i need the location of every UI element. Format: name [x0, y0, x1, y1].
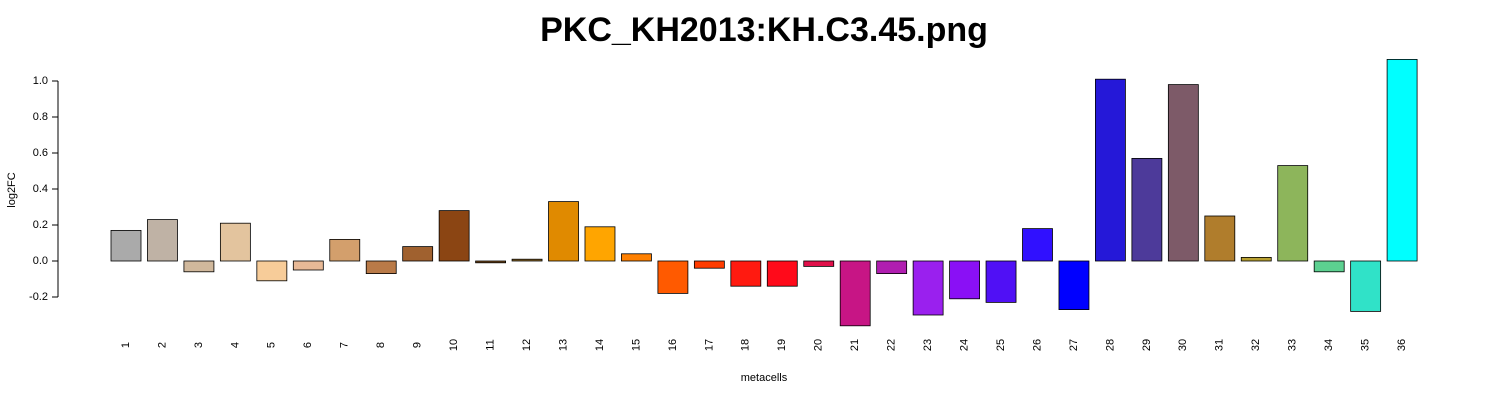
- x-tick-label: 14: [594, 339, 606, 351]
- bar: [292, 260, 324, 271]
- y-tick-label: 0.0: [33, 255, 48, 267]
- bar: [110, 229, 142, 262]
- y-tick-label: -0.2: [29, 291, 48, 303]
- bar: [548, 201, 579, 262]
- bar: [839, 260, 871, 327]
- x-tick-label: 7: [339, 342, 351, 348]
- x-tick-label: 11: [485, 339, 497, 350]
- x-tick-label: 19: [776, 339, 788, 351]
- x-tick-label: 18: [740, 339, 752, 351]
- y-tick-label: 0.6: [33, 147, 48, 159]
- bar: [256, 260, 288, 282]
- x-tick-label: 31: [1214, 339, 1226, 351]
- x-tick-label: 10: [448, 339, 460, 351]
- x-tick-label: 34: [1323, 339, 1335, 351]
- bar: [1350, 260, 1382, 312]
- y-tick-label: 0.8: [33, 111, 48, 123]
- x-tick-label: 30: [1177, 339, 1189, 351]
- x-tick-label: 24: [958, 339, 970, 351]
- bar: [584, 226, 616, 262]
- x-tick-label: 22: [886, 339, 898, 351]
- x-tick-label: 36: [1396, 339, 1408, 351]
- bar: [219, 222, 251, 262]
- x-axis-label: metacells: [741, 372, 788, 384]
- bar: [147, 219, 178, 262]
- bar: [402, 246, 434, 262]
- x-tick-label: 26: [1031, 339, 1043, 351]
- bar: [1167, 84, 1199, 262]
- bar: [693, 260, 725, 269]
- x-tick-label: 33: [1287, 339, 1299, 351]
- x-tick-label: 27: [1068, 339, 1080, 351]
- bar: [1131, 157, 1163, 262]
- y-tick-label: 0.2: [33, 219, 48, 231]
- x-tick-label: 20: [813, 339, 825, 351]
- x-tick-label: 17: [703, 339, 715, 351]
- x-tick-label: 23: [922, 339, 934, 351]
- bar: [803, 260, 835, 267]
- bar: [1386, 59, 1418, 262]
- bar: [657, 260, 689, 294]
- bar: [876, 260, 908, 274]
- bar: [949, 260, 980, 300]
- bar: [621, 253, 652, 262]
- bar: [329, 238, 361, 262]
- y-tick-label: 1.0: [33, 75, 48, 87]
- x-tick-label: 28: [1104, 339, 1116, 351]
- bar: [1277, 165, 1309, 262]
- bar: [1240, 256, 1272, 262]
- bar: [475, 260, 507, 264]
- x-tick-label: 16: [667, 339, 679, 351]
- chart-title: PKC_KH2013:KH.C3.45.png: [540, 11, 988, 49]
- bar: [1313, 260, 1345, 273]
- bar: [183, 260, 215, 273]
- bar: [1095, 78, 1126, 262]
- bar: [985, 260, 1017, 303]
- bar: [511, 258, 543, 262]
- bar: [1058, 260, 1090, 310]
- bar: [365, 260, 397, 274]
- bar: [438, 210, 470, 262]
- x-tick-label: 8: [375, 342, 387, 348]
- x-tick-label: 12: [521, 339, 533, 351]
- x-tick-label: 32: [1250, 339, 1262, 351]
- x-tick-label: 5: [266, 342, 278, 348]
- x-tick-label: 25: [995, 339, 1007, 351]
- bar: [1022, 228, 1053, 262]
- bar: [766, 260, 798, 287]
- x-tick-label: 6: [302, 342, 314, 348]
- x-tick-label: 29: [1141, 339, 1153, 351]
- x-tick-label: 4: [229, 342, 241, 348]
- x-tick-label: 3: [193, 342, 205, 348]
- bar: [730, 260, 762, 287]
- x-tick-label: 21: [849, 339, 861, 351]
- x-tick-label: 9: [412, 342, 424, 348]
- x-tick-label: 15: [630, 339, 642, 351]
- x-tick-label: 35: [1360, 339, 1372, 351]
- y-tick-label: 0.4: [33, 183, 48, 195]
- x-tick-label: 2: [156, 342, 168, 348]
- y-axis-label: log2FC: [6, 172, 18, 208]
- bar: [912, 260, 944, 316]
- x-tick-label: 13: [557, 339, 569, 351]
- bar: [1204, 215, 1236, 262]
- x-tick-label: 1: [120, 342, 132, 348]
